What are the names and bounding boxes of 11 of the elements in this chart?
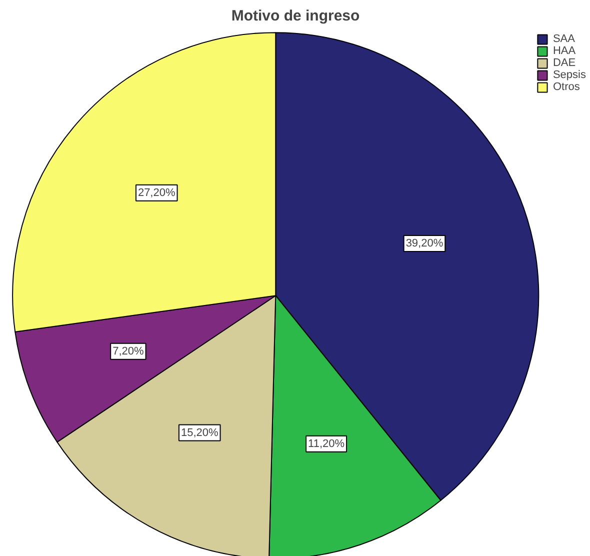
legend-label: DAE [552, 57, 576, 69]
chart-title: Motivo de ingreso [231, 8, 360, 24]
legend-label: SAA [552, 33, 575, 45]
legend-label: Otros [552, 81, 580, 93]
legend-label: Sepsis [552, 69, 586, 81]
data-label: 7,20% [112, 345, 144, 358]
data-label: 39,20% [406, 238, 444, 250]
data-label: 15,20% [180, 426, 218, 439]
data-label: 11,20% [308, 438, 345, 450]
data-label: 27,20% [138, 186, 176, 199]
legend-label: HAA [552, 45, 576, 57]
